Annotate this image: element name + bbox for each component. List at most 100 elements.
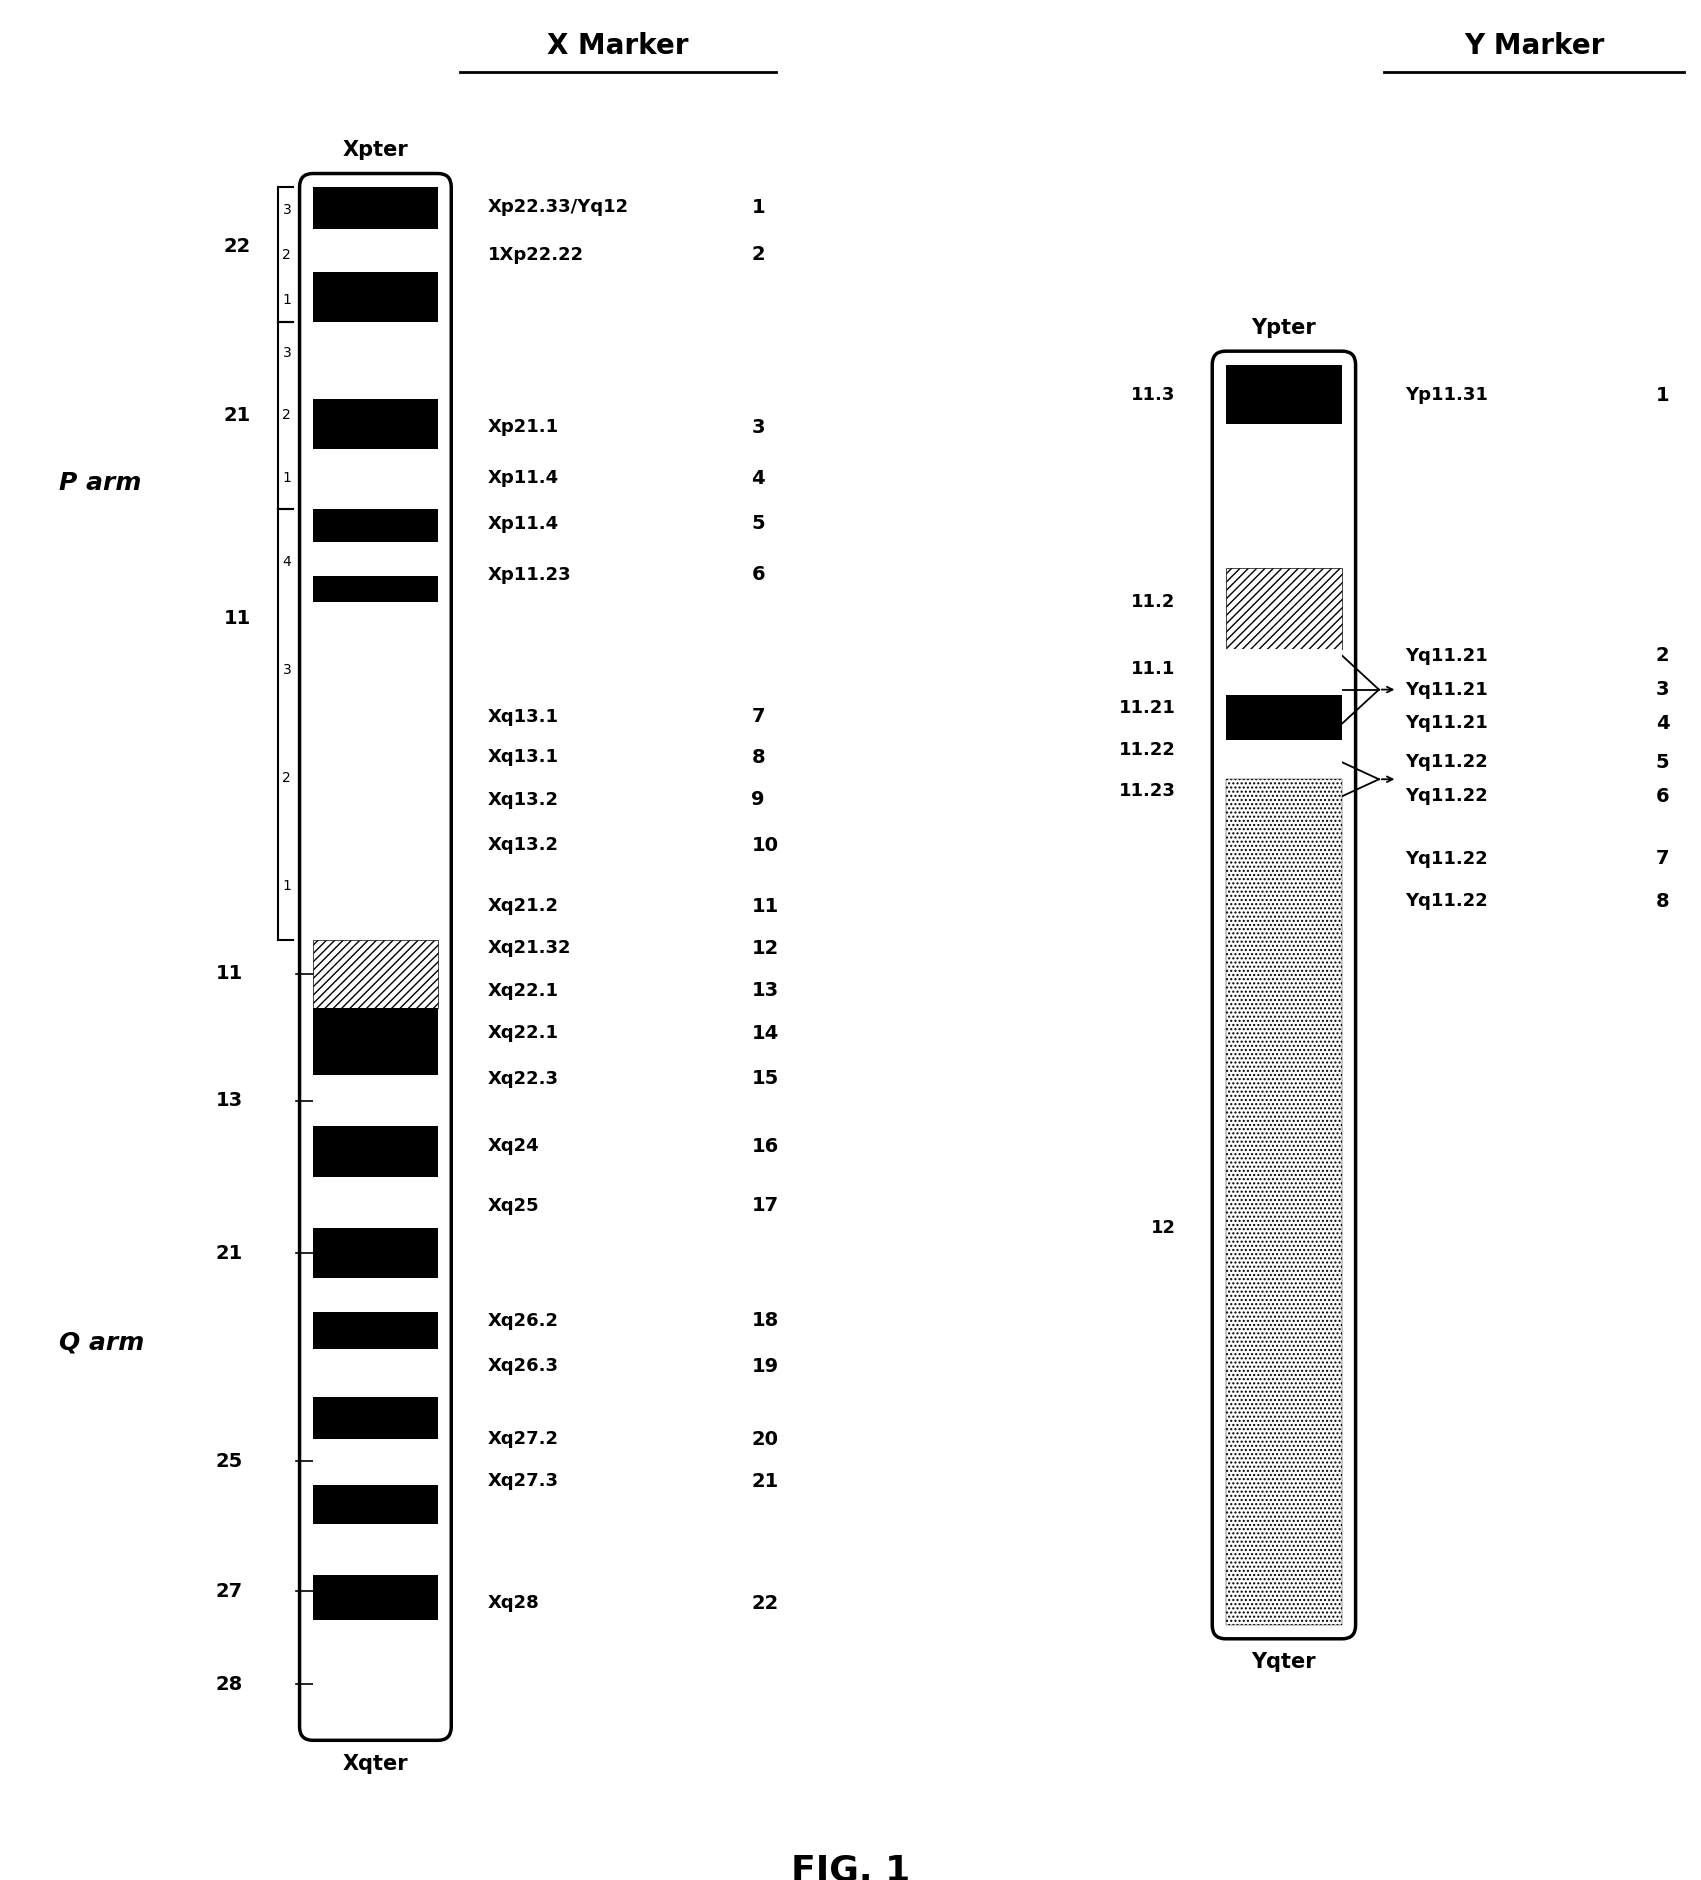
Text: Xqter: Xqter	[342, 1754, 408, 1775]
Bar	[313, 940, 437, 1008]
Text: 7: 7	[1655, 850, 1669, 869]
Text: Xp11.4: Xp11.4	[488, 470, 560, 487]
Text: Yp11.31: Yp11.31	[1405, 385, 1488, 404]
Bar	[1225, 778, 1342, 1624]
Text: 1Xp22.22: 1Xp22.22	[488, 246, 583, 263]
Text: 1: 1	[752, 197, 765, 216]
Bar	[313, 449, 437, 508]
Text: 14: 14	[752, 1023, 779, 1043]
Text: 6: 6	[752, 566, 765, 585]
Bar	[313, 186, 437, 229]
Text: 2: 2	[1655, 647, 1669, 666]
Text: 11.3: 11.3	[1131, 385, 1175, 404]
Bar	[1225, 568, 1342, 649]
Text: Xq13.1: Xq13.1	[488, 748, 560, 767]
Bar	[1225, 423, 1342, 568]
Bar	[313, 1485, 437, 1523]
Text: 3: 3	[1655, 681, 1669, 699]
Text: Xp22.33/Yq12: Xp22.33/Yq12	[488, 199, 629, 216]
Text: Yqter: Yqter	[1252, 1653, 1317, 1673]
Text: 2: 2	[282, 771, 291, 786]
Bar	[313, 1440, 437, 1485]
Text: 20: 20	[752, 1429, 779, 1449]
Text: Xq25: Xq25	[488, 1198, 539, 1214]
Bar	[313, 229, 437, 273]
Bar	[313, 508, 437, 543]
Text: 21: 21	[225, 406, 252, 425]
Text: Xpter: Xpter	[342, 139, 408, 160]
Bar	[313, 1684, 437, 1726]
Text: 22: 22	[752, 1594, 779, 1613]
Text: Xq22.1: Xq22.1	[488, 981, 560, 1000]
Text: 11: 11	[225, 609, 252, 628]
Text: 8: 8	[1655, 891, 1669, 910]
Text: 11.1: 11.1	[1131, 660, 1175, 679]
Text: Xq27.2: Xq27.2	[488, 1431, 560, 1448]
Text: 25: 25	[216, 1451, 243, 1470]
Text: Yq11.22: Yq11.22	[1405, 754, 1488, 771]
Bar	[1225, 696, 1342, 741]
Text: Xq13.2: Xq13.2	[488, 837, 560, 854]
Text: Xq28: Xq28	[488, 1594, 539, 1613]
Text: 16: 16	[752, 1137, 779, 1156]
Bar	[1225, 649, 1342, 696]
Text: Yq11.21: Yq11.21	[1405, 714, 1488, 733]
Text: Q arm: Q arm	[58, 1331, 145, 1355]
Text: 9: 9	[752, 790, 765, 808]
Text: Xq21.32: Xq21.32	[488, 940, 572, 957]
Text: 8: 8	[752, 748, 765, 767]
Text: Xq22.1: Xq22.1	[488, 1025, 560, 1042]
Text: 12: 12	[1150, 1218, 1175, 1237]
Text: Yq11.22: Yq11.22	[1405, 788, 1488, 805]
Text: Yq11.21: Yq11.21	[1405, 647, 1488, 666]
Text: 2: 2	[752, 244, 765, 265]
Text: Xq22.3: Xq22.3	[488, 1070, 560, 1089]
Text: Yq11.22: Yq11.22	[1405, 893, 1488, 910]
Text: 2: 2	[282, 408, 291, 423]
Text: Xq24: Xq24	[488, 1137, 539, 1156]
Text: 17: 17	[752, 1196, 779, 1214]
Text: 11.2: 11.2	[1131, 592, 1175, 611]
Bar	[1225, 365, 1342, 423]
Text: 12: 12	[752, 938, 779, 959]
Text: 1: 1	[1655, 385, 1669, 404]
Text: 3: 3	[752, 417, 765, 436]
Text: 11.22: 11.22	[1119, 741, 1175, 760]
Text: 13: 13	[752, 981, 779, 1000]
Text: 21: 21	[216, 1243, 243, 1263]
Text: Xp11.23: Xp11.23	[488, 566, 572, 583]
FancyBboxPatch shape	[1213, 352, 1356, 1639]
Text: Xq26.3: Xq26.3	[488, 1357, 560, 1376]
Bar	[313, 1350, 437, 1397]
Bar	[313, 1278, 437, 1312]
Bar	[313, 1523, 437, 1574]
Bar	[313, 1177, 437, 1228]
Text: Xq21.2: Xq21.2	[488, 897, 560, 916]
Text: Xq13.2: Xq13.2	[488, 791, 560, 808]
Text: Xq27.3: Xq27.3	[488, 1472, 560, 1491]
Bar	[313, 1008, 437, 1075]
Text: Xp11.4: Xp11.4	[488, 515, 560, 532]
Bar	[313, 1075, 437, 1126]
Text: 21: 21	[752, 1472, 779, 1491]
Text: 3: 3	[282, 664, 291, 677]
Bar	[313, 1574, 437, 1621]
Text: 19: 19	[752, 1357, 779, 1376]
Text: 1: 1	[282, 880, 291, 893]
Text: 10: 10	[752, 837, 779, 855]
Text: 6: 6	[1655, 786, 1669, 807]
Text: Y Marker: Y Marker	[1465, 32, 1604, 60]
Text: 1: 1	[282, 470, 291, 485]
Bar	[313, 575, 437, 602]
Text: Xp21.1: Xp21.1	[488, 419, 560, 436]
Bar	[313, 1228, 437, 1278]
Text: Yq11.21: Yq11.21	[1405, 681, 1488, 699]
Text: Yq11.22: Yq11.22	[1405, 850, 1488, 869]
Text: 4: 4	[282, 555, 291, 570]
Text: 27: 27	[216, 1581, 243, 1602]
Text: 13: 13	[216, 1090, 243, 1111]
FancyBboxPatch shape	[299, 173, 451, 1741]
Bar	[313, 1312, 437, 1350]
Text: 5: 5	[1655, 752, 1669, 773]
Bar	[313, 323, 437, 399]
